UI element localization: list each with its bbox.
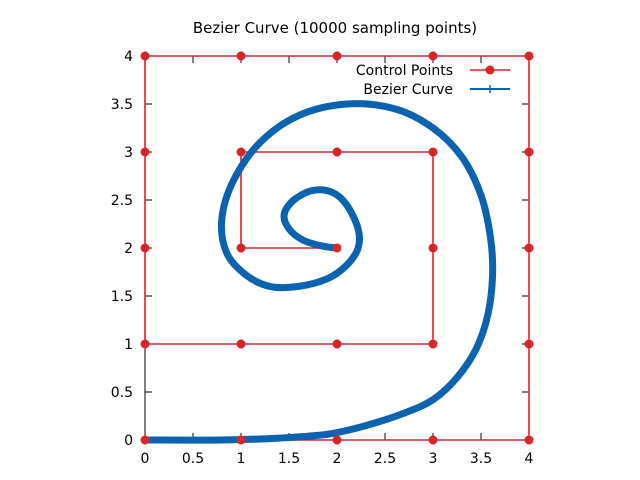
control-point bbox=[524, 243, 534, 253]
x-tick-label: 2.5 bbox=[374, 451, 396, 467]
control-point bbox=[524, 339, 534, 349]
legend: Control Points Bezier Curve bbox=[356, 63, 510, 98]
control-point bbox=[236, 435, 246, 445]
y-tick-label: 4 bbox=[124, 49, 133, 65]
x-tick-label: 3 bbox=[429, 451, 438, 467]
y-tick-label: 3 bbox=[124, 145, 133, 161]
control-point bbox=[428, 435, 438, 445]
control-point bbox=[140, 435, 150, 445]
y-tick-label: 1.5 bbox=[111, 289, 133, 305]
control-point bbox=[524, 147, 534, 157]
x-tick-label: 1 bbox=[237, 451, 246, 467]
ticks: 0 0.5 1 1.5 2 2.5 3 3.5 4 0 0.5 1 1.5 2 2.5 3 3.5 4 bbox=[111, 49, 534, 467]
x-tick-label: 2 bbox=[333, 451, 342, 467]
legend-marker-control-points bbox=[485, 65, 495, 75]
x-tick-label: 0.5 bbox=[182, 451, 204, 467]
control-point bbox=[524, 435, 534, 445]
control-point bbox=[428, 243, 438, 253]
control-point bbox=[332, 339, 342, 349]
y-tick-label: 0 bbox=[124, 433, 133, 449]
x-tick-label: 3.5 bbox=[470, 451, 492, 467]
control-point bbox=[332, 243, 342, 253]
x-tick-label: 4 bbox=[525, 451, 534, 467]
control-point bbox=[236, 147, 246, 157]
control-point bbox=[332, 435, 342, 445]
bezier-curve-line bbox=[141, 100, 497, 444]
x-tick-label: 1.5 bbox=[278, 451, 300, 467]
control-point bbox=[524, 51, 534, 61]
control-point bbox=[140, 51, 150, 61]
y-tick-label: 1 bbox=[124, 337, 133, 353]
legend-label: Bezier Curve bbox=[363, 82, 453, 98]
legend-label: Control Points bbox=[356, 63, 453, 79]
control-point bbox=[140, 243, 150, 253]
control-point bbox=[140, 147, 150, 157]
control-point bbox=[428, 51, 438, 61]
y-tick-label: 3.5 bbox=[111, 97, 133, 113]
control-point bbox=[428, 147, 438, 157]
control-point bbox=[236, 339, 246, 349]
control-point bbox=[140, 339, 150, 349]
control-point bbox=[236, 243, 246, 253]
control-point bbox=[332, 147, 342, 157]
control-point bbox=[332, 51, 342, 61]
control-point bbox=[236, 51, 246, 61]
series-layer bbox=[140, 51, 534, 445]
control-point bbox=[428, 339, 438, 349]
y-tick-label: 2.5 bbox=[111, 193, 133, 209]
y-tick-label: 2 bbox=[124, 241, 133, 257]
chart-title: Bezier Curve (10000 sampling points) bbox=[193, 19, 477, 37]
y-tick-label: 0.5 bbox=[111, 385, 133, 401]
x-tick-label: 0 bbox=[141, 451, 150, 467]
